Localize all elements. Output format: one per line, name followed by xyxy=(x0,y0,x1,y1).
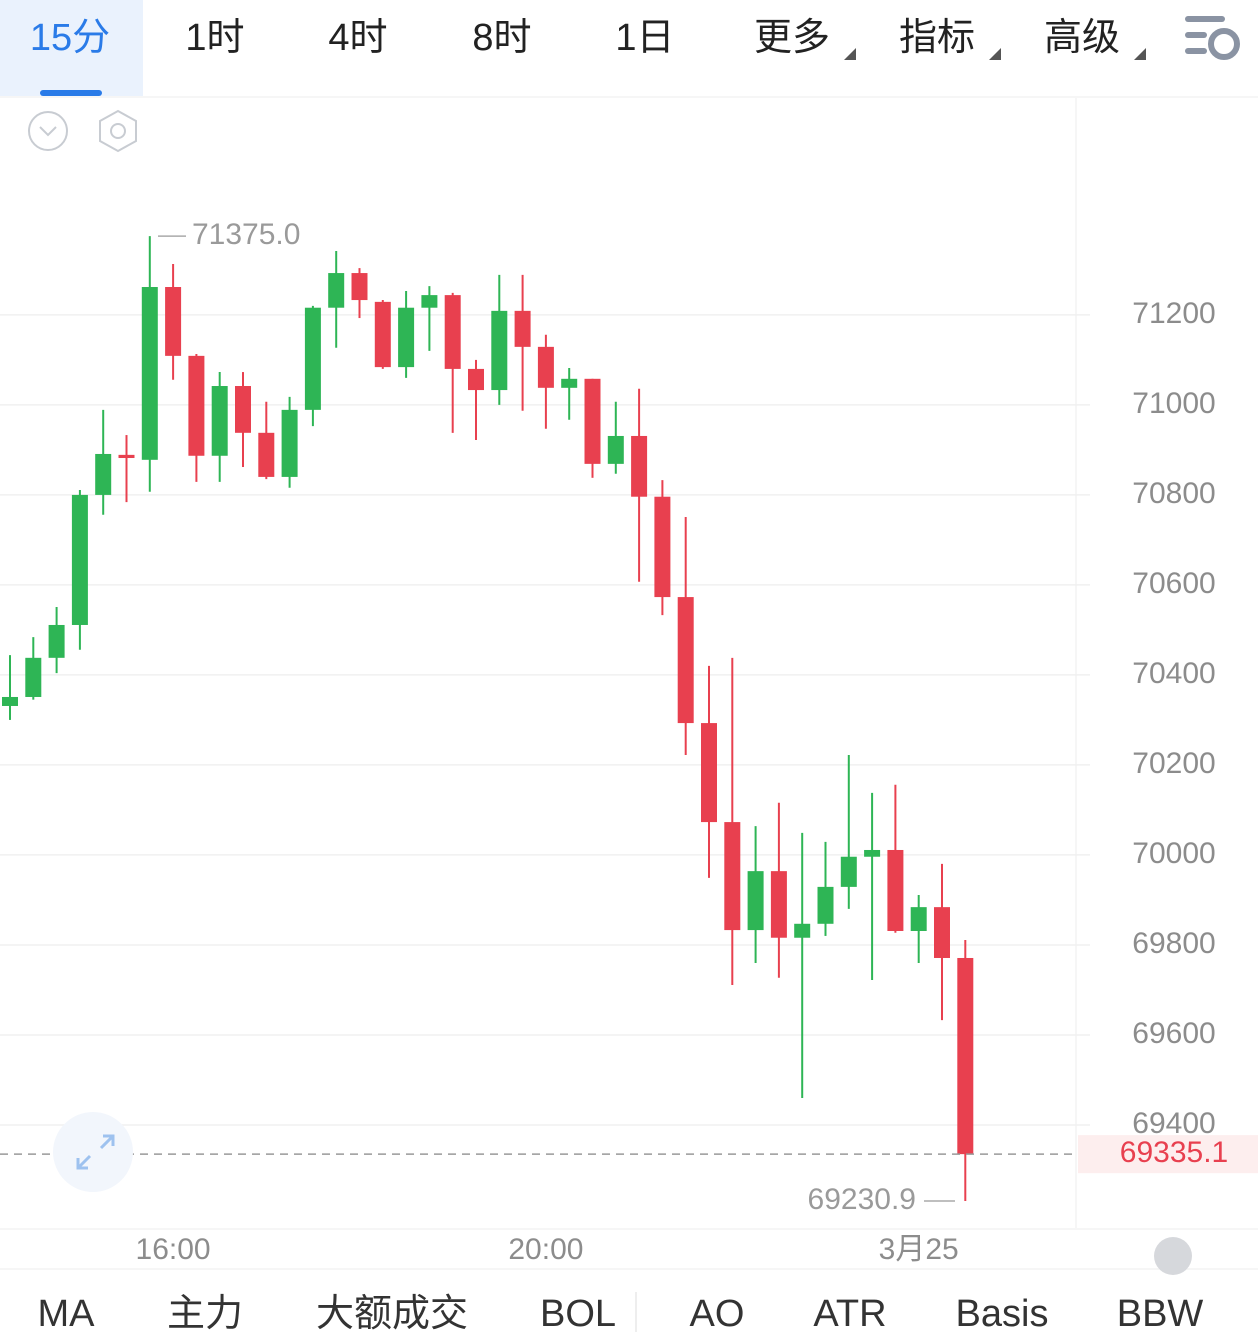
selected-tab-underline xyxy=(40,90,102,96)
y-tick-label: 70000 xyxy=(1132,837,1215,870)
candle-body xyxy=(211,386,228,456)
timeframe-tab[interactable]: 指标 xyxy=(899,17,975,59)
x-tick-label: 3月25 xyxy=(879,1233,959,1266)
indicator-tab[interactable]: 主力 xyxy=(167,1293,243,1335)
k-icon[interactable] xyxy=(1154,1237,1192,1275)
dropdown-caret xyxy=(1134,48,1146,60)
candle-body xyxy=(654,496,671,598)
y-tick-label: 70600 xyxy=(1132,567,1215,600)
candle-body xyxy=(537,346,554,388)
candle-body xyxy=(328,273,345,308)
indicator-tab[interactable]: BOL xyxy=(540,1293,616,1335)
y-tick-label: 71000 xyxy=(1132,387,1215,420)
last-price-tag xyxy=(1078,1135,1258,1174)
candle-body xyxy=(71,494,88,625)
candle-body xyxy=(281,409,298,477)
candlestick-chart xyxy=(0,236,1258,1202)
expand-icon xyxy=(76,1134,115,1170)
timeframe-tab[interactable]: 更多 xyxy=(754,17,830,59)
y-tick-label: 70200 xyxy=(1132,747,1215,780)
candle-body xyxy=(48,624,65,658)
timeframe-tab[interactable]: 1日 xyxy=(615,17,674,59)
low-label: 69230.9 xyxy=(808,1183,916,1216)
indicator-tab[interactable]: 大额成交 xyxy=(316,1293,468,1335)
candle-body xyxy=(235,386,251,433)
candle-body xyxy=(188,355,205,456)
settings-hex-icon[interactable] xyxy=(99,109,137,153)
dropdown-caret xyxy=(844,48,856,60)
indicator-tab[interactable]: Basis xyxy=(956,1293,1049,1335)
candle-body xyxy=(165,287,182,356)
timeframe-tab[interactable]: 8时 xyxy=(472,17,531,59)
indicator-tab[interactable]: ATR xyxy=(813,1293,886,1335)
selected-tab-bg xyxy=(0,0,143,96)
candle-body xyxy=(677,597,694,724)
candle-body xyxy=(491,310,508,391)
candle-body xyxy=(770,871,787,938)
candle-body xyxy=(701,723,717,823)
candle-body xyxy=(747,871,764,931)
candle-body xyxy=(421,295,438,308)
timeframe-tab[interactable]: 1时 xyxy=(185,17,244,59)
candle-body xyxy=(631,435,648,497)
candle-body xyxy=(95,453,112,495)
candle-body xyxy=(2,696,18,706)
y-tick-label: 69400 xyxy=(1132,1107,1215,1140)
settings-icon[interactable] xyxy=(1185,16,1240,60)
candle-body xyxy=(584,378,601,464)
x-tick-label: 16:00 xyxy=(136,1233,211,1266)
candle-body xyxy=(724,822,741,931)
candle-body xyxy=(957,957,974,1155)
candle-body xyxy=(118,454,135,459)
candle-body xyxy=(887,849,904,931)
candle-body xyxy=(398,307,415,368)
candle-body xyxy=(468,368,484,391)
candle-body xyxy=(794,923,811,938)
candle-body xyxy=(304,307,321,410)
timeframe-tab[interactable]: 4时 xyxy=(328,17,387,59)
candle-body xyxy=(258,432,275,477)
candle-body xyxy=(934,907,950,958)
indicator-tab[interactable]: AO xyxy=(690,1293,745,1335)
y-tick-label: 69800 xyxy=(1132,927,1215,960)
candle-body xyxy=(561,378,578,388)
x-tick-label: 20:00 xyxy=(508,1233,583,1266)
collapse-chevron xyxy=(39,126,57,137)
timeframe-tab[interactable]: 15分 xyxy=(30,17,110,59)
dropdown-caret xyxy=(989,48,1001,60)
candle-body xyxy=(25,657,42,697)
collapse-icon[interactable] xyxy=(28,111,68,151)
last-price-label: 69335.1 xyxy=(1120,1136,1228,1169)
timeframe-tab[interactable]: 高级 xyxy=(1044,17,1120,59)
y-tick-label: 71200 xyxy=(1132,297,1215,330)
candle-body xyxy=(514,310,531,347)
y-tick-label: 70400 xyxy=(1132,657,1215,690)
candle-body xyxy=(864,849,881,857)
candle-body xyxy=(141,287,158,460)
candle-body xyxy=(910,907,927,931)
settings-hex-dot xyxy=(110,123,126,139)
candle-body xyxy=(444,295,461,369)
y-tick-label: 69600 xyxy=(1132,1017,1215,1050)
high-label: 71375.0 xyxy=(192,218,300,251)
expand-icon-bg[interactable] xyxy=(53,1112,133,1192)
candle-body xyxy=(607,435,624,464)
candle-body xyxy=(840,856,857,887)
indicator-tab[interactable]: MA xyxy=(38,1293,96,1335)
candle-body xyxy=(351,273,368,301)
candle-body xyxy=(374,301,391,368)
indicator-tab[interactable]: BBW xyxy=(1117,1293,1204,1335)
candle-body xyxy=(817,886,834,924)
y-tick-label: 70800 xyxy=(1132,477,1215,510)
